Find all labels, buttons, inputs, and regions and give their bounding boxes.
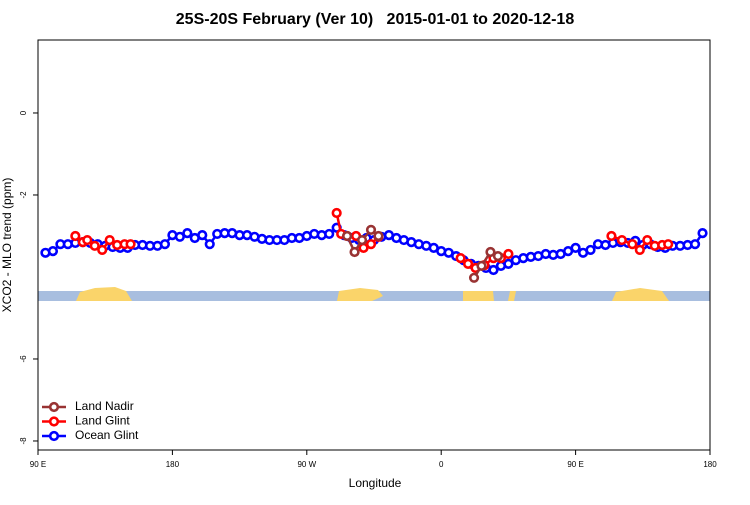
data-point — [356, 234, 368, 246]
data-point — [663, 239, 674, 250]
data-point — [634, 244, 645, 256]
y-tick-label: -2 — [19, 191, 28, 199]
data-point — [503, 248, 514, 260]
land-patch — [612, 288, 669, 301]
data-point — [125, 239, 136, 250]
x-tick-label: 180 — [166, 460, 180, 469]
data-point — [89, 240, 100, 251]
legend-marker — [48, 430, 60, 442]
legend-marker — [48, 416, 60, 427]
data-point — [585, 244, 596, 256]
x-tick-label: 180 — [703, 460, 717, 469]
data-point — [462, 258, 474, 269]
data-point — [570, 242, 581, 253]
data-point — [492, 250, 504, 262]
data-point — [642, 234, 653, 246]
legend-marker — [48, 401, 60, 413]
plot-frame — [37, 39, 711, 451]
data-point — [70, 230, 81, 242]
data-point — [331, 207, 342, 219]
data-point — [365, 239, 377, 250]
data-point — [342, 230, 353, 242]
land-patch — [508, 291, 516, 301]
data-point — [47, 246, 59, 257]
data-point — [204, 239, 215, 250]
data-point — [159, 239, 171, 250]
x-tick-label: 90 W — [297, 460, 316, 469]
data-point — [616, 234, 627, 246]
y-axis-label: XCO2 - MLO trend (ppm) — [0, 178, 14, 313]
data-point — [689, 239, 701, 250]
legend-label: Ocean Glint — [75, 428, 139, 442]
map-strip — [38, 287, 710, 301]
x-tick-label: 0 — [439, 460, 444, 469]
data-point — [349, 246, 360, 258]
data-point — [488, 264, 499, 276]
data-point — [627, 239, 638, 250]
x-tick-label: 90 E — [567, 460, 583, 469]
y-tick-label: -8 — [19, 437, 28, 445]
data-point — [97, 244, 108, 256]
data-point — [606, 230, 617, 242]
legend-label: Land Nadir — [75, 399, 134, 413]
data-point — [365, 224, 377, 235]
data-point — [468, 272, 480, 283]
data-point — [197, 230, 208, 241]
data-point — [373, 230, 384, 242]
data-point — [503, 258, 514, 269]
y-tick-label: -6 — [19, 355, 28, 363]
land-patch — [463, 291, 494, 301]
x-axis-label: Longitude — [349, 476, 402, 490]
data-point — [697, 228, 708, 239]
chart-title: 25S-20S February (Ver 10) 2015-01-01 to … — [176, 11, 575, 28]
land-patch — [76, 287, 132, 301]
legend-label: Land Glint — [75, 414, 130, 428]
data-point — [324, 228, 335, 240]
y-tick-label: 0 — [19, 110, 28, 115]
data-point — [182, 228, 193, 239]
data-point — [485, 246, 496, 258]
land-patch — [337, 288, 383, 301]
data-point — [476, 260, 487, 272]
data-point — [104, 234, 115, 246]
data-point — [455, 253, 466, 264]
data-point — [174, 231, 185, 242]
data-point — [82, 234, 93, 246]
x-tick-label: 90 E — [30, 460, 46, 469]
